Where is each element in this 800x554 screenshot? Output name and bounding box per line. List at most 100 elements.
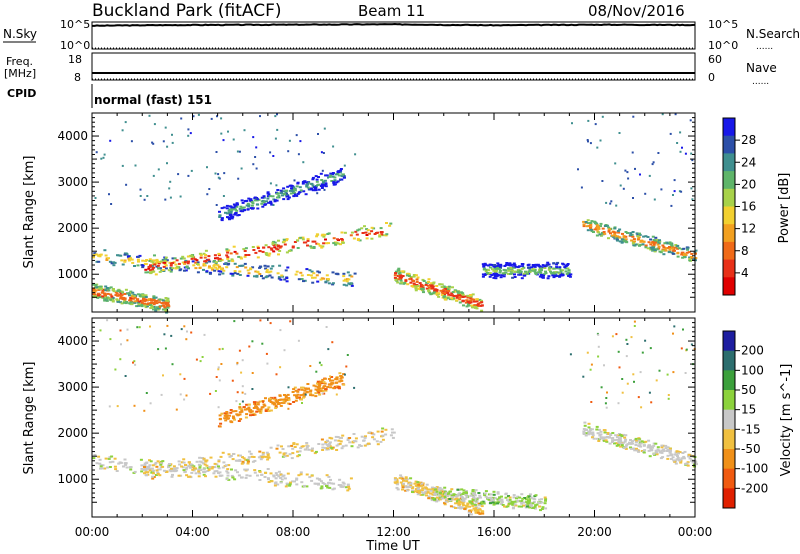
power-noise-cell <box>276 113 278 116</box>
power-data-cell <box>445 297 449 300</box>
power-data-cell <box>531 265 535 268</box>
power-data-cell <box>111 300 115 303</box>
velocity-data-cell <box>362 439 366 442</box>
velocity-noise-cell <box>162 374 164 377</box>
velocity-data-cell <box>684 462 688 465</box>
power-data-cell <box>268 252 272 255</box>
power-data-cell <box>239 205 243 208</box>
velocity-data-cell <box>384 433 388 436</box>
power-data-cell <box>302 280 305 283</box>
power-data-cell <box>313 276 317 279</box>
velocity-noise-cell <box>259 319 262 322</box>
velocity-data-cell <box>353 440 356 443</box>
power-data-cell <box>582 220 586 223</box>
velocity-noise-cell <box>650 401 653 404</box>
velocity-data-cell <box>391 436 395 439</box>
velocity-noise-cell <box>633 380 635 383</box>
velocity-noise-cell <box>639 371 642 374</box>
velocity-data-cell <box>390 428 394 431</box>
velocity-noise-cell <box>195 358 198 361</box>
velocity-data-cell <box>458 500 461 503</box>
power-data-cell <box>263 200 267 203</box>
velocity-data-cell <box>292 443 296 446</box>
velocity-data-cell <box>352 433 356 435</box>
power-data-cell <box>183 269 186 272</box>
velocity-noise-cell <box>149 325 151 328</box>
power-data-cell <box>322 183 326 186</box>
velocity-noise-cell <box>680 347 683 350</box>
power-data-cell <box>446 292 450 294</box>
power-data-cell <box>291 246 295 249</box>
power-data-cell <box>123 259 127 262</box>
power-data-cell <box>518 265 521 268</box>
power-data-cell <box>547 263 551 266</box>
power-data-cell <box>262 246 266 249</box>
power-data-cell <box>558 275 562 278</box>
velocity-data-cell <box>629 446 632 449</box>
power-data-cell <box>234 208 237 211</box>
power-data-cell <box>517 273 521 276</box>
power-data-cell <box>148 304 152 306</box>
power-data-cell <box>166 301 170 304</box>
power-data-cell <box>158 298 162 301</box>
velocity-data-cell <box>202 462 206 465</box>
power-data-cell <box>258 266 262 269</box>
velocity-data-cell <box>182 458 186 461</box>
velocity-data-cell <box>332 482 336 485</box>
velocity-data-cell <box>283 400 287 403</box>
velocity-data-cell <box>370 432 374 435</box>
power-data-cell <box>139 293 143 296</box>
power-data-cell <box>227 262 231 265</box>
velocity-data-cell <box>175 467 179 470</box>
power-data-cell <box>510 269 514 272</box>
velocity-data-cell <box>460 499 464 502</box>
power-data-cell <box>556 261 560 264</box>
power-data-cell <box>143 304 147 307</box>
power-data-cell <box>526 272 529 275</box>
power-data-cell <box>192 264 196 267</box>
velocity-data-cell <box>400 477 404 480</box>
power-data-cell <box>163 257 167 260</box>
power-data-cell <box>642 235 646 238</box>
velocity-data-cell <box>344 486 348 489</box>
velocity-data-cell <box>156 460 160 463</box>
velocity-noise-cell <box>163 333 166 336</box>
power-data-cell <box>450 292 454 295</box>
velocity-noise-cell <box>658 369 661 372</box>
power-noise-cell <box>216 115 218 118</box>
power-data-cell <box>332 182 336 184</box>
power-data-cell <box>308 188 312 191</box>
velocity-noise-cell <box>604 402 607 405</box>
power-data-cell <box>114 291 118 294</box>
velocity-colorbar-tick-label: 100 <box>741 363 764 377</box>
velocity-data-cell <box>212 472 216 475</box>
power-data-cell <box>568 275 572 278</box>
power-data-cell <box>597 227 601 230</box>
power-data-cell <box>141 266 145 269</box>
power-data-cell <box>319 172 323 175</box>
power-data-cell <box>461 300 465 302</box>
velocity-data-cell <box>436 488 440 491</box>
power-data-cell <box>406 283 410 286</box>
velocity-data-cell <box>284 396 288 399</box>
velocity-data-cell <box>611 439 615 442</box>
power-data-cell <box>539 267 543 270</box>
velocity-noise-cell <box>633 325 636 327</box>
velocity-data-cell <box>675 458 679 461</box>
power-data-cell <box>149 272 153 275</box>
velocity-data-cell <box>490 497 494 500</box>
power-data-cell <box>488 266 492 269</box>
velocity-data-cell <box>241 460 245 463</box>
power-data-cell <box>506 272 510 275</box>
power-data-cell <box>472 300 476 303</box>
power-data-cell <box>240 199 244 202</box>
power-data-cell <box>364 231 368 234</box>
power-noise-cell <box>162 140 165 143</box>
power-data-cell <box>564 270 568 273</box>
velocity-noise-cell <box>685 348 688 351</box>
velocity-data-cell <box>275 447 279 450</box>
velocity-data-cell <box>638 438 642 441</box>
velocity-data-cell <box>498 499 502 502</box>
power-data-cell <box>443 298 447 301</box>
velocity-data-cell <box>494 497 498 500</box>
